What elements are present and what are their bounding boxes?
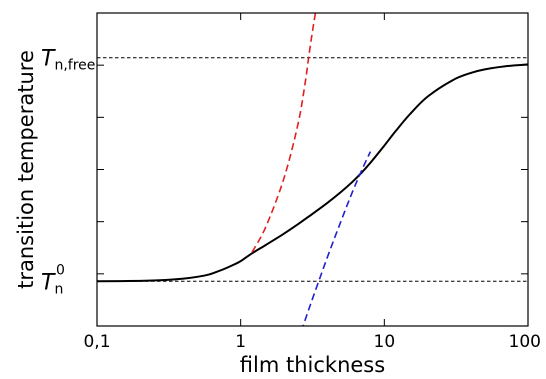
plot-frame bbox=[96, 12, 529, 327]
x-tick-label-3: 100 bbox=[509, 332, 541, 352]
x-tick-label-1: 1 bbox=[235, 332, 246, 352]
axis-ticks bbox=[96, 13, 529, 326]
reference-line-label-0: Tn,free bbox=[41, 47, 95, 74]
series-group bbox=[97, 13, 528, 326]
x-axis-title: film thickness bbox=[240, 353, 385, 377]
x-tick-labels: 0,1 1 10 100 bbox=[83, 332, 541, 352]
x-tick-label-2: 10 bbox=[374, 332, 396, 352]
series-line-0 bbox=[97, 63, 528, 283]
x-tick-label-0: 0,1 bbox=[83, 332, 110, 352]
reference-line-label-sup-1: 0 bbox=[56, 262, 65, 278]
reference-line-label-1: Tn bbox=[41, 270, 63, 297]
series-line-1 bbox=[251, 13, 317, 253]
y-axis-title: transition temperature bbox=[14, 50, 38, 289]
reference-line-labels: Tn,free Tn0 bbox=[41, 47, 95, 298]
series-line-2 bbox=[302, 151, 372, 326]
reference-lines bbox=[97, 57, 528, 282]
